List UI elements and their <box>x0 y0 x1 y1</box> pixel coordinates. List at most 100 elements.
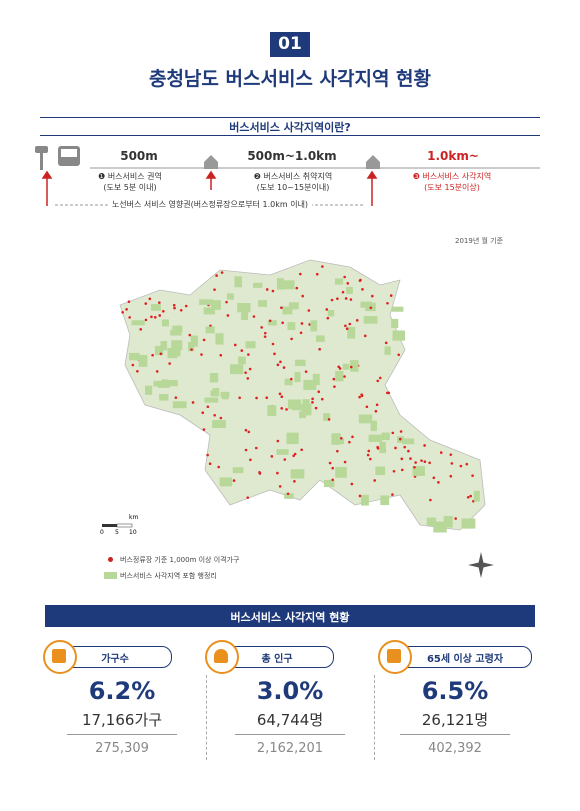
stat-total: 275,309 <box>95 741 149 756</box>
household-dot <box>151 353 154 357</box>
village-area <box>461 518 476 529</box>
household-dot <box>328 461 332 465</box>
household-dot <box>168 362 171 365</box>
stat-count: 26,121명 <box>421 711 489 729</box>
household-dot <box>173 306 176 310</box>
household-dot <box>260 326 263 329</box>
household-dot <box>300 322 304 325</box>
household-dot <box>351 435 354 439</box>
household-dot <box>363 334 367 338</box>
section-title: 버스서비스 사각지역이란? <box>229 121 351 134</box>
household-dot <box>249 458 252 462</box>
household-dot <box>358 395 361 399</box>
household-dot <box>428 461 431 465</box>
stat-total: 2,162,201 <box>256 741 324 756</box>
legend-label: 버스서비스 사각지역 포함 행정리 <box>120 572 217 580</box>
village-area <box>426 517 436 527</box>
household-dot <box>465 462 469 466</box>
household-dot <box>213 288 216 291</box>
household-dot <box>172 303 176 307</box>
village-area <box>347 326 356 339</box>
household-dot <box>148 297 152 301</box>
household-dot <box>315 272 319 276</box>
village-area <box>391 318 399 328</box>
village-area <box>287 322 296 331</box>
household-dot <box>304 370 308 373</box>
household-dot <box>318 347 321 351</box>
village-area <box>161 319 169 327</box>
household-dot <box>331 478 334 482</box>
village-area <box>331 433 341 445</box>
stat-count: 64,744명 <box>256 711 324 729</box>
household-dot <box>330 298 334 302</box>
household-dot <box>391 431 395 435</box>
village-area <box>215 333 224 345</box>
household-dot <box>344 324 347 328</box>
village-area <box>151 304 161 311</box>
village-area <box>167 347 178 359</box>
village-area <box>346 286 353 294</box>
arrows <box>41 170 378 206</box>
village-area <box>226 293 234 300</box>
village-area <box>402 438 415 445</box>
zone-name: ❸ 버스서비스 사각지역 <box>412 172 492 181</box>
stat-percent: 6.5% <box>421 677 489 705</box>
village-area <box>234 276 242 288</box>
household-dot <box>344 297 348 300</box>
household-dot <box>263 335 267 338</box>
village-area <box>230 364 244 375</box>
title: 충청남도 버스서비스 사각지역 현황 <box>148 68 432 90</box>
household-dot <box>247 353 250 356</box>
household-dot <box>365 405 369 409</box>
household-dot <box>376 379 380 383</box>
column-divider <box>374 675 375 760</box>
village-area <box>381 432 390 441</box>
icon-fill <box>52 649 66 663</box>
village-area <box>210 390 218 397</box>
village-area <box>327 310 335 317</box>
legend-label: 버스정류장 기준 1,000m 이상 이격가구 <box>120 556 240 564</box>
household-dot <box>202 428 206 431</box>
village-area <box>380 495 390 506</box>
village-area <box>363 316 378 324</box>
house-icon <box>204 155 218 169</box>
compass <box>468 552 494 578</box>
village-area <box>412 466 425 476</box>
household-dot <box>327 418 331 421</box>
zone-note: (도보 10~15분이내) <box>256 183 330 192</box>
household-dot <box>209 324 212 328</box>
bus-icon <box>35 146 80 170</box>
legend-marker <box>108 557 113 562</box>
household-dot <box>349 298 353 301</box>
stat-label: 65세 이상 고령자 <box>426 654 504 665</box>
village-area <box>375 466 386 476</box>
village-area <box>391 306 404 312</box>
village-area <box>315 335 325 342</box>
household-dot <box>265 396 269 399</box>
icon-fill <box>214 649 228 663</box>
village-area <box>172 325 183 333</box>
household-dot <box>325 308 329 311</box>
village-area <box>205 326 215 334</box>
household-dot <box>174 396 178 399</box>
village-area <box>282 306 293 315</box>
date-note: 2019년 월 기준 <box>455 237 504 245</box>
village-area <box>301 403 312 416</box>
icon-fill <box>387 649 401 663</box>
household-dot <box>139 328 143 331</box>
household-dot <box>376 445 379 449</box>
household-dot <box>454 517 457 520</box>
household-dot <box>392 469 396 473</box>
household-dot <box>295 286 299 290</box>
household-dot <box>311 397 314 401</box>
household-dot <box>255 396 258 400</box>
household-dot <box>299 272 302 276</box>
village-area <box>212 420 227 429</box>
village-area <box>153 380 163 387</box>
household-dot <box>159 352 163 356</box>
household-dot <box>244 428 248 432</box>
household-dot <box>400 457 404 461</box>
village-area <box>241 311 249 321</box>
household-dot <box>389 294 393 297</box>
